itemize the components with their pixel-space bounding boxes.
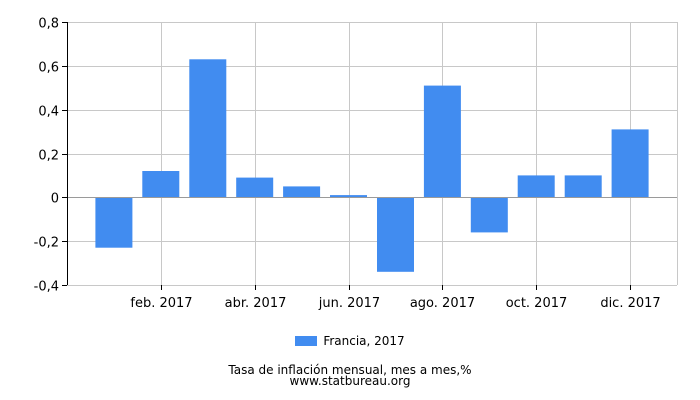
bar-may-2017 — [283, 186, 321, 198]
x-tick-label: dic. 2017 — [600, 296, 660, 311]
bar-abr-2017 — [236, 177, 274, 198]
y-tick-label: 0,4 — [38, 105, 59, 120]
x-tick-label: jun. 2017 — [318, 296, 380, 311]
bar-nov-2017 — [564, 175, 602, 198]
legend-swatch — [295, 336, 318, 346]
bar-jun-2017 — [330, 195, 367, 198]
x-tick-label: oct. 2017 — [506, 296, 568, 311]
chart-title: Tasa de inflación mensual, mes a mes,% — [228, 363, 472, 377]
bar-feb-2017 — [142, 171, 180, 198]
bar-dic-2017 — [611, 129, 649, 198]
bar-ene-2017 — [95, 197, 133, 248]
bar-mar-2017 — [189, 59, 227, 198]
chart-source: www.statbureau.org — [289, 374, 411, 388]
bar-oct-2017 — [517, 175, 555, 198]
y-tick-label: -0,2 — [34, 236, 59, 251]
bars — [95, 59, 649, 272]
legend: Francia, 2017 — [0, 333, 700, 349]
grid-lines — [67, 22, 678, 286]
x-tick-label: feb. 2017 — [130, 296, 192, 311]
y-tick-label: 0,8 — [38, 17, 59, 32]
x-tick-label: abr. 2017 — [225, 296, 287, 311]
axes — [62, 22, 677, 290]
y-tick-label: 0,6 — [38, 61, 59, 76]
tick-labels: 0,8 0,6 0,4 0,2 0 -0,2 -0,4 feb. 2017 abr. 2017 j… — [34, 17, 661, 312]
legend-label: Francia, 2017 — [323, 334, 405, 348]
bar-sep-2017 — [470, 197, 508, 233]
bar-jul-2017 — [377, 197, 414, 272]
y-tick-label: -0,4 — [34, 280, 59, 295]
bar-ago-2017 — [423, 85, 461, 198]
inflation-bar-chart: 0,8 0,6 0,4 0,2 0 -0,2 -0,4 feb. 2017 abr. 2017 j… — [34, 17, 678, 312]
x-tick-label: ago. 2017 — [410, 296, 475, 311]
y-tick-label: 0 — [51, 192, 59, 207]
y-tick-label: 0,2 — [38, 149, 59, 164]
